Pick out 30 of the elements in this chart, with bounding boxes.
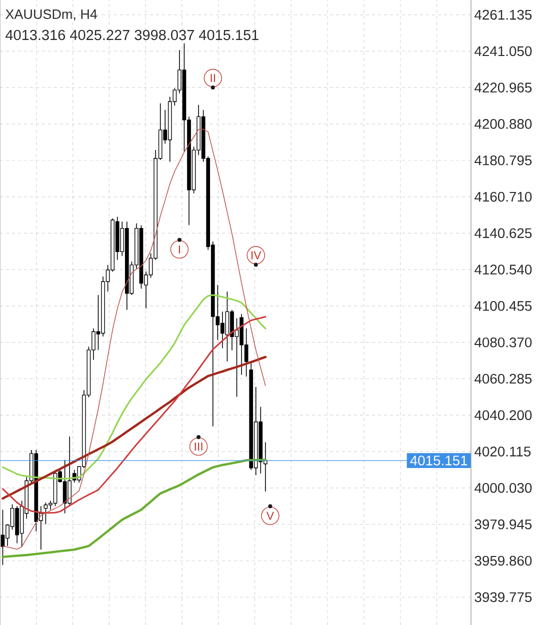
y-tick-label: 4040.200: [474, 410, 532, 420]
y-tick-label: 4261.135: [474, 10, 532, 20]
y-tick-label: 3979.945: [474, 519, 532, 530]
y-tick-label: 4080.370: [474, 337, 532, 348]
data-label: IV: [252, 251, 262, 260]
text: XAUUSDm, H4: [5, 9, 98, 21]
y-tick-label: 4160.710: [474, 192, 532, 202]
point: [254, 262, 258, 267]
data-label: I: [178, 245, 180, 254]
y-tick-label: 4200.880: [474, 119, 532, 129]
y-tick-label: 4180.795: [474, 155, 532, 166]
data-label: II: [210, 74, 216, 82]
y-tick-label: 4060.285: [474, 374, 532, 384]
point: [177, 238, 182, 242]
y-tick-label: 4220.965: [474, 82, 532, 93]
data-label: III: [194, 442, 202, 451]
data-label: V: [266, 512, 274, 520]
y-tick-label: 4140.625: [474, 228, 532, 238]
point: [210, 86, 215, 90]
y-tick-label: 3959.860: [474, 556, 532, 566]
y-tick-label: 4241.050: [474, 46, 532, 56]
y-tick-label: 3939.775: [474, 592, 532, 602]
point: [268, 504, 272, 508]
point: [196, 435, 201, 440]
y-tick-label: 4100.455: [474, 301, 532, 311]
y-tick-label: 4000.030: [474, 483, 532, 493]
y-tick-label: 4020.115: [474, 446, 531, 456]
y-tick-label: 4120.540: [474, 264, 532, 274]
text: 4013.316 4025.227 3998.037 4015.151: [6, 30, 258, 40]
ref-line-label: 4015.151: [410, 456, 468, 466]
